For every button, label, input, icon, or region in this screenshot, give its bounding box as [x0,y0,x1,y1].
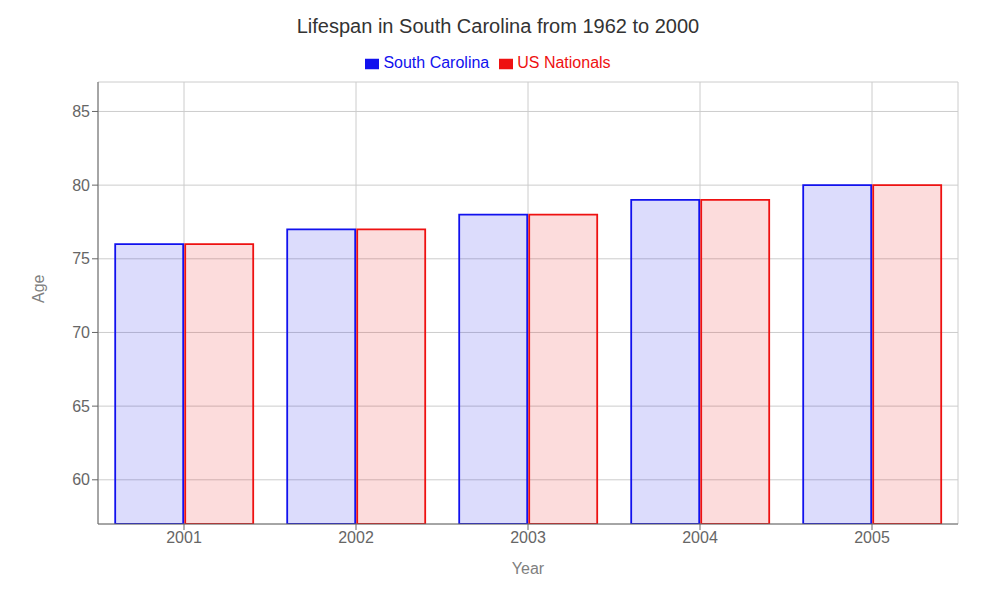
svg-text:65: 65 [72,398,90,415]
svg-text:2004: 2004 [682,529,718,546]
svg-text:Year: Year [512,560,545,577]
svg-text:2005: 2005 [854,529,890,546]
svg-text:2001: 2001 [166,529,202,546]
html-text:US Nationals: US Nationals [517,54,611,71]
svg-text:75: 75 [72,250,90,267]
svg-text:60: 60 [72,471,90,488]
html-text:Lifespan in South Carolina fro: Lifespan in South Carolina from 1962 to … [296,15,700,37]
svg-text:70: 70 [72,324,90,341]
svg-text:85: 85 [72,103,90,120]
svg-text:Age: Age [30,274,47,303]
svg-text:2003: 2003 [510,529,546,546]
svg-text:2002: 2002 [338,529,374,546]
html-text:South Carolina: South Carolina [383,54,490,71]
svg-text:80: 80 [72,177,90,194]
